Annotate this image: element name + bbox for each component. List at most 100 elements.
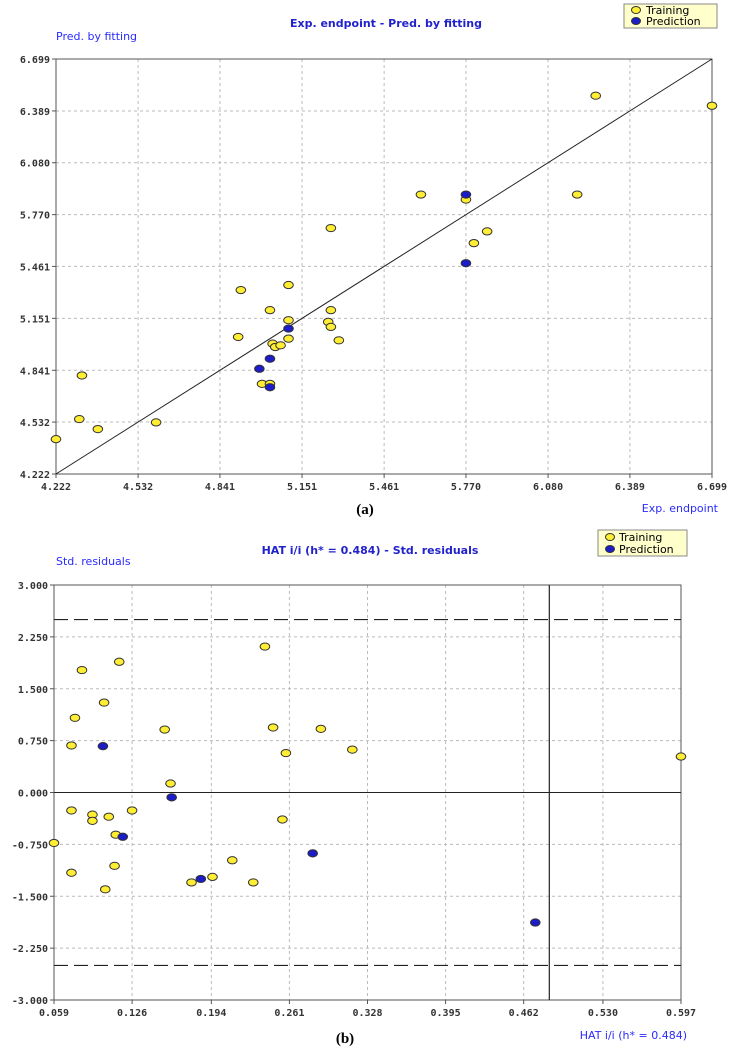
training-point xyxy=(87,816,98,825)
prediction-point xyxy=(283,324,294,333)
x-tick-label: 0.328 xyxy=(352,1008,382,1019)
prediction-point xyxy=(530,918,541,927)
training-point xyxy=(76,665,88,675)
y-tick-label: 5.461 xyxy=(20,262,50,273)
legend-prediction-marker-a xyxy=(631,17,641,25)
y-tick-label: -3.000 xyxy=(12,996,48,1007)
x-tick-label: 0.597 xyxy=(666,1008,696,1019)
training-point xyxy=(315,724,327,733)
training-point xyxy=(98,698,110,707)
legend-prediction-label-a: Prediction xyxy=(646,15,701,28)
identity-line xyxy=(55,58,713,475)
training-point xyxy=(325,306,337,315)
training-point xyxy=(571,190,583,199)
training-point xyxy=(207,872,218,881)
training-point xyxy=(186,878,197,887)
legend-training-marker-a xyxy=(631,6,641,14)
legend-a: Training Prediction xyxy=(623,3,718,29)
title-a: Exp. endpoint - Pred. by fitting xyxy=(290,17,482,30)
y-tick-label: 1.500 xyxy=(18,685,48,696)
yticks-a: 4.222 4.532 4.841 5.151 5.461 5.770 6.080 6.389… xyxy=(20,55,56,481)
training-point xyxy=(48,838,60,848)
prediction-point xyxy=(307,849,319,858)
prediction-point xyxy=(264,383,276,392)
x-tick-label: 5.770 xyxy=(451,482,481,493)
training-point xyxy=(76,371,88,380)
prediction-point xyxy=(195,874,207,884)
legend-training-marker-b xyxy=(605,533,615,541)
reference-lines-b xyxy=(54,585,681,1000)
training-point xyxy=(50,435,62,444)
training-point xyxy=(159,725,171,734)
y-tick-label: 5.770 xyxy=(20,211,50,222)
reference-lines-a xyxy=(55,58,713,475)
training-point xyxy=(113,657,125,666)
y-tick-label: -0.750 xyxy=(12,840,48,851)
training-point xyxy=(283,316,294,325)
training-point xyxy=(227,856,238,865)
title-b: HAT i/i (h* = 0.484) - Std. residuals xyxy=(262,544,479,557)
legend-b: Training Prediction xyxy=(597,529,688,557)
x-tick-label: 6.389 xyxy=(615,482,645,493)
training-point xyxy=(706,101,718,110)
y-tick-label: -1.500 xyxy=(12,892,48,903)
training-point xyxy=(66,806,77,815)
panel-label-b: (b) xyxy=(336,1031,354,1047)
x-tick-label: 5.151 xyxy=(287,482,317,493)
y-tick-label: 6.389 xyxy=(20,107,50,118)
y-tick-label: 4.841 xyxy=(20,366,50,377)
y-tick-label: 3.000 xyxy=(18,581,48,592)
training-point xyxy=(267,723,279,732)
training-point xyxy=(333,336,345,345)
prediction-point xyxy=(460,190,472,199)
y-tick-label: 4.532 xyxy=(20,418,50,429)
training-point xyxy=(99,885,111,894)
x-tick-label: 5.461 xyxy=(369,482,399,493)
training-point xyxy=(264,306,276,315)
training-point xyxy=(109,861,120,870)
legend-prediction-label-b: Prediction xyxy=(619,543,674,556)
training-point xyxy=(66,741,77,750)
x-tick-label: 4.222 xyxy=(41,482,71,493)
x-tick-label: 0.194 xyxy=(196,1008,226,1019)
points-a xyxy=(50,91,718,444)
training-point xyxy=(675,752,687,761)
panel-b: Std. residuals HAT i/i (h* = 0.484) - St… xyxy=(12,529,696,1047)
training-point xyxy=(590,91,602,100)
x-tick-label: 0.126 xyxy=(117,1008,147,1019)
ylabel-b: Std. residuals xyxy=(56,555,131,568)
x-tick-label: 0.261 xyxy=(274,1008,304,1019)
legend-prediction-marker-b xyxy=(605,545,615,553)
training-point xyxy=(232,332,244,342)
xlabel-b: HAT i/i (h* = 0.484) xyxy=(580,1029,687,1042)
training-point xyxy=(74,414,85,424)
xlabel-a: Exp. endpoint xyxy=(642,502,719,515)
y-tick-label: -2.250 xyxy=(12,944,48,955)
grid-a xyxy=(56,59,712,474)
points-b xyxy=(48,642,687,927)
y-tick-label: 0.000 xyxy=(18,789,48,800)
legend-training-label-b: Training xyxy=(618,531,662,544)
y-tick-label: 5.151 xyxy=(20,314,50,325)
x-tick-label: 0.059 xyxy=(39,1008,69,1019)
training-point xyxy=(275,341,286,350)
x-tick-label: 0.462 xyxy=(509,1008,539,1019)
x-tick-label: 6.080 xyxy=(533,482,563,493)
training-point xyxy=(103,812,115,821)
y-tick-label: 4.222 xyxy=(20,470,50,481)
training-point xyxy=(347,745,358,754)
x-tick-label: 0.530 xyxy=(588,1008,618,1019)
training-point xyxy=(325,322,337,331)
training-point xyxy=(283,334,294,343)
y-tick-label: 6.699 xyxy=(20,55,50,66)
training-point xyxy=(69,713,81,722)
yticks-b: 3.000 2.250 1.500 0.750 0.000 -0.750 -1.500 -2.… xyxy=(12,581,54,1007)
legend-training-label-a: Training xyxy=(645,4,689,17)
y-tick-label: 0.750 xyxy=(18,737,48,748)
prediction-point xyxy=(97,742,109,751)
x-tick-label: 4.841 xyxy=(205,482,235,493)
training-point xyxy=(150,418,162,427)
xticks-a: 4.222 4.532 4.841 5.151 5.461 5.770 6.080 6.389… xyxy=(41,474,727,493)
x-tick-label: 4.532 xyxy=(123,482,153,493)
